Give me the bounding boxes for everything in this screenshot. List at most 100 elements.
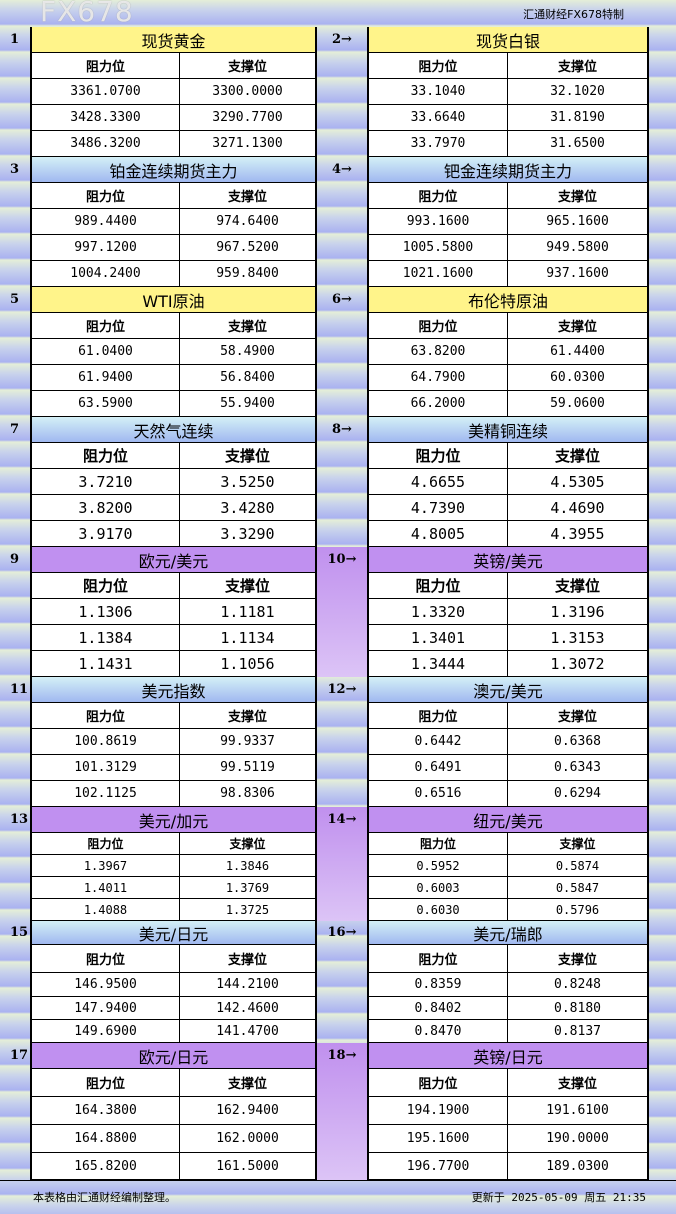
- resistance-header: 阻力位: [369, 53, 508, 78]
- resistance-value: 0.6030: [369, 899, 508, 920]
- support-header: 支撑位: [227, 1077, 267, 1092]
- resistance-value: 0.8402: [369, 997, 508, 1019]
- instrument-title: 美精铜连续: [369, 417, 647, 443]
- table-row: 1.4011 1.3769: [32, 877, 315, 899]
- support-header: 支撑位: [227, 953, 267, 968]
- support-value: 3.4280: [220, 498, 275, 517]
- section-number: 16→: [327, 925, 357, 940]
- support-value: 4.5305: [550, 472, 605, 491]
- instrument-title: 美元指数: [32, 677, 315, 703]
- instrument-table: 英镑/日元 阻力位 支撑位 194.1900 191.6100 195.1600 190.0…: [367, 1043, 649, 1180]
- support-value: 59.0600: [550, 396, 605, 411]
- table-row: 149.6900 141.4700: [32, 1020, 315, 1043]
- section-number: 2→: [332, 32, 352, 47]
- instrument-title: 澳元/美元: [369, 677, 647, 703]
- table-row: 196.7700 189.0300: [369, 1153, 647, 1180]
- support-value: 144.2100: [216, 977, 279, 992]
- resistance-value: 997.1200: [32, 235, 180, 260]
- resistance-value: 0.8470: [369, 1020, 508, 1042]
- quote-section: 17 18→ 欧元/日元 阻力位 支撑位 164.3800 162.9400 164.8800…: [0, 1043, 676, 1180]
- resistance-value: 0.8359: [369, 973, 508, 996]
- top-bar: FX678 汇通财经FX678特制: [0, 0, 676, 28]
- column-header-row: 阻力位 支撑位: [32, 313, 315, 339]
- table-row: 1.3444 1.3072: [369, 651, 647, 677]
- section-number: 6→: [332, 292, 352, 307]
- support-value: 967.5200: [216, 240, 279, 255]
- support-header: 支撑位: [557, 320, 597, 335]
- table-row: 61.0400 58.4900: [32, 339, 315, 365]
- column-header-row: 阻力位 支撑位: [32, 1069, 315, 1097]
- section-number: 10→: [327, 552, 357, 567]
- support-value: 1.3769: [225, 880, 270, 895]
- resistance-value: 1.3401: [369, 625, 508, 650]
- instrument-title: 英镑/日元: [369, 1043, 647, 1069]
- quote-section: 5 6→ WTI原油 阻力位 支撑位 61.0400 58.4900 61.9400 56.84…: [0, 287, 676, 417]
- instrument-table: 纽元/美元 阻力位 支撑位 0.5952 0.5874 0.6003 0.5847 0.603…: [367, 807, 649, 921]
- instrument-title: 现货黄金: [32, 27, 315, 53]
- quote-section: 13 14→ 美元/加元 阻力位 支撑位 1.3967 1.3846 1.4011 1.3769…: [0, 807, 676, 921]
- resistance-value: 1005.5800: [369, 235, 508, 260]
- quote-section: 15 16→ 美元/日元 阻力位 支撑位 146.9500 144.2100 147.9400…: [0, 921, 676, 1043]
- resistance-header: 阻力位: [369, 313, 508, 338]
- resistance-value: 147.9400: [32, 997, 180, 1019]
- resistance-value: 0.6003: [369, 877, 508, 898]
- instrument-title: 欧元/美元: [32, 547, 315, 573]
- resistance-value: 102.1125: [32, 781, 180, 806]
- table-row: 33.6640 31.8190: [369, 105, 647, 131]
- table-row: 993.1600 965.1600: [369, 209, 647, 235]
- table-row: 101.3129 99.5119: [32, 755, 315, 781]
- resistance-value: 3428.3300: [32, 105, 180, 130]
- support-header: 支撑位: [557, 710, 597, 725]
- table-row: 64.7900 60.0300: [369, 365, 647, 391]
- table-row: 989.4400 974.6400: [32, 209, 315, 235]
- instrument-title: 英镑/美元: [369, 547, 647, 573]
- support-value: 959.8400: [216, 266, 279, 281]
- quote-section: 11 12→ 美元指数 阻力位 支撑位 100.8619 99.9337 101.3129 99…: [0, 677, 676, 807]
- instrument-table: 美元/瑞郎 阻力位 支撑位 0.8359 0.8248 0.8402 0.8180 0.847…: [367, 921, 649, 1043]
- table-row: 1004.2400 959.8400: [32, 261, 315, 287]
- support-header: 支撑位: [554, 447, 600, 465]
- support-header: 支撑位: [559, 837, 596, 851]
- resistance-value: 194.1900: [369, 1097, 508, 1124]
- resistance-value: 165.8200: [32, 1153, 180, 1179]
- instrument-table: 澳元/美元 阻力位 支撑位 0.6442 0.6368 0.6491 0.6343 0.651…: [367, 677, 649, 807]
- support-value: 141.4700: [216, 1023, 279, 1039]
- support-value: 1.3196: [550, 602, 605, 621]
- resistance-value: 0.6442: [369, 729, 508, 754]
- column-header-row: 阻力位 支撑位: [369, 313, 647, 339]
- resistance-value: 164.8800: [32, 1125, 180, 1152]
- resistance-value: 1004.2400: [32, 261, 180, 286]
- resistance-value: 63.5900: [32, 391, 180, 416]
- instrument-title: 美元/日元: [32, 921, 315, 945]
- column-header-row: 阻力位 支撑位: [32, 183, 315, 209]
- instrument-title: 钯金连续期货主力: [369, 157, 647, 183]
- resistance-value: 3.7210: [32, 469, 180, 494]
- support-value: 0.6343: [554, 760, 601, 775]
- support-value: 99.9337: [220, 734, 275, 749]
- resistance-header: 阻力位: [369, 833, 508, 854]
- update-time: 更新于 2025-05-09 周五 21:35: [471, 1191, 646, 1204]
- support-value: 32.1020: [550, 84, 605, 99]
- table-row: 3486.3200 3271.1300: [32, 131, 315, 157]
- quote-section: 9 10→ 欧元/美元 阻力位 支撑位 1.1306 1.1181 1.1384 1.1134 1…: [0, 547, 676, 677]
- section-number: 12→: [327, 682, 357, 697]
- support-value: 142.4600: [216, 1000, 279, 1016]
- section-number: 14→: [327, 812, 357, 827]
- table-row: 3.8200 3.4280: [32, 495, 315, 521]
- resistance-value: 64.7900: [369, 365, 508, 390]
- resistance-value: 4.8005: [369, 521, 508, 546]
- support-value: 3.3290: [220, 524, 275, 543]
- support-value: 31.6500: [550, 136, 605, 151]
- instrument-table: 美精铜连续 阻力位 支撑位 4.6655 4.5305 4.7390 4.4690 4.800…: [367, 417, 649, 547]
- column-header-row: 阻力位 支撑位: [32, 443, 315, 469]
- resistance-value: 196.7700: [369, 1153, 508, 1179]
- instrument-table: 美元/日元 阻力位 支撑位 146.9500 144.2100 147.9400 142.4…: [30, 921, 317, 1043]
- instrument-table: 欧元/日元 阻力位 支撑位 164.3800 162.9400 164.8800 162.0…: [30, 1043, 317, 1180]
- support-value: 189.0300: [546, 1158, 609, 1174]
- column-header-row: 阻力位 支撑位: [369, 443, 647, 469]
- support-header: 支撑位: [224, 577, 270, 595]
- instrument-table: 美元指数 阻力位 支撑位 100.8619 99.9337 101.3129 99.5119…: [30, 677, 317, 807]
- instrument-table: 现货白银 阻力位 支撑位 33.1040 32.1020 33.6640 31.8190 33…: [367, 27, 649, 157]
- column-header-row: 阻力位 支撑位: [369, 573, 647, 599]
- quote-section: 7 8→ 天然气连续 阻力位 支撑位 3.7210 3.5250 3.8200 3.4280 3.…: [0, 417, 676, 547]
